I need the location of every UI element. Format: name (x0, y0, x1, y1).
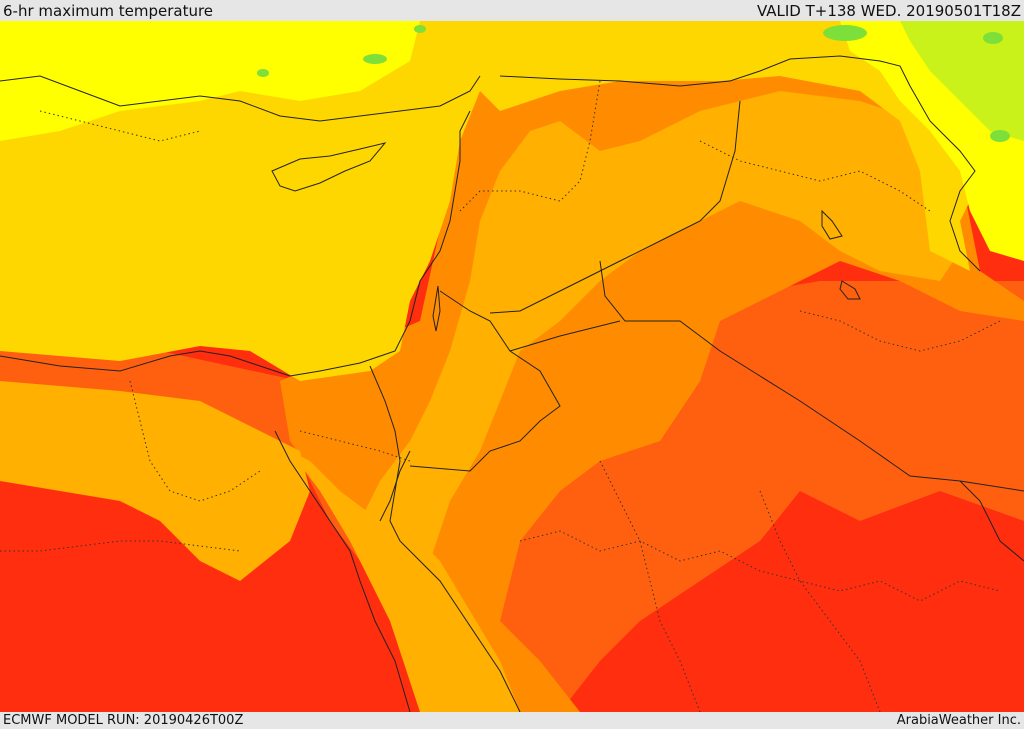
border-iraq-north (499, 55, 981, 272)
admin-boundaries-2 (699, 140, 931, 212)
coastline-red-sea-west (274, 430, 411, 712)
admin-boundaries-4 (519, 530, 1001, 602)
admin-boundaries-5 (599, 460, 701, 712)
border-jordan-iraq (509, 320, 621, 352)
header-bar: 6-hr maximum temperature VALID T+138 WED… (0, 0, 1024, 21)
coastline-turkey (0, 75, 481, 122)
field-yellow (0, 21, 420, 141)
field-gold-north (480, 21, 1024, 271)
map-canvas[interactable] (0, 21, 1024, 712)
dead-sea (432, 285, 441, 332)
admin-boundaries-8 (759, 490, 881, 712)
border-saudi-iraq (599, 260, 1024, 492)
cyprus (271, 142, 387, 192)
field-amber (360, 91, 960, 712)
border-egypt-israel (369, 365, 401, 462)
credit-label: ArabiaWeather Inc. (896, 713, 1021, 728)
lake-razzaza (839, 280, 861, 300)
field-green-4 (363, 54, 387, 64)
field-green-5 (990, 130, 1010, 142)
admin-boundaries-1 (459, 80, 601, 212)
footer-bar: ECMWF MODEL RUN: 20190426T00Z ArabiaWeat… (0, 712, 1024, 729)
admin-boundaries-9 (39, 110, 201, 142)
field-green-6 (257, 69, 269, 77)
field-green-1 (823, 25, 867, 41)
field-amber-egypt (0, 381, 310, 581)
border-jordan (409, 290, 561, 472)
field-red-sea (290, 451, 520, 712)
field-green-3 (414, 25, 426, 33)
coastline-red-sea-east (389, 460, 521, 712)
map-title: 6-hr maximum temperature (3, 1, 214, 20)
admin-boundaries-7 (129, 380, 261, 502)
coastline-mediterranean (0, 110, 471, 377)
field-yellow-green (900, 21, 1024, 141)
field-green-2 (983, 32, 1003, 44)
lake-tharthar (821, 209, 843, 240)
model-run-label: ECMWF MODEL RUN: 20190426T00Z (3, 713, 244, 728)
coastline-persian-gulf (959, 480, 1024, 562)
coastline-gulf-aqaba (379, 450, 411, 522)
valid-time-label: VALID T+138 WED. 20190501T18Z (756, 1, 1021, 20)
temperature-map[interactable] (0, 21, 1024, 712)
border-syria-iraq (489, 100, 741, 314)
admin-boundaries-3 (799, 310, 1001, 352)
